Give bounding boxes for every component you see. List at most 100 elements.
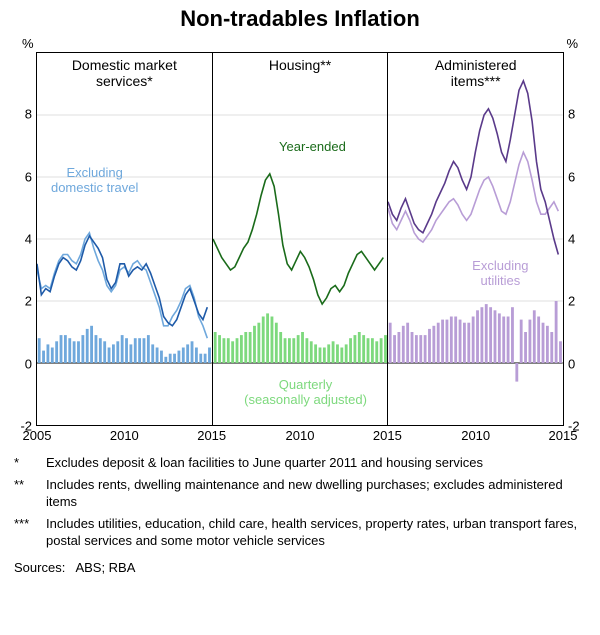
bar [402,326,405,363]
bar [379,338,382,363]
x-tick: 2005 [23,428,52,443]
bar [551,332,554,363]
sources-text: ABS; RBA [75,560,135,575]
bar [213,332,216,363]
bar [375,341,378,363]
x-tick: 2010 [286,428,315,443]
bar [507,317,510,364]
bar [468,323,471,363]
bar [270,317,273,364]
bar [555,301,558,363]
bar [459,320,462,363]
bar [38,338,41,363]
panel-svg [213,53,388,425]
bar [529,320,532,363]
bar [411,332,414,363]
y-tick: 0 [0,356,36,371]
bar [472,317,475,364]
panel-line-label: Excludingdomestic travel [51,165,138,195]
y-tick: 6 [0,169,36,184]
bar [73,341,76,363]
line-series [37,236,207,326]
bar [261,317,264,364]
bar [516,363,519,382]
bar [99,338,102,363]
chart-container: Non-tradables Inflation % % -202468 -202… [0,0,600,585]
y-tick: 4 [564,232,600,247]
bar [199,354,202,363]
bar [415,335,418,363]
x-axis: 20102015 [388,407,563,425]
bar [60,335,63,363]
bar [366,338,369,363]
bar [533,310,536,363]
bar [340,348,343,363]
x-tick: 2015 [197,428,226,443]
bar [362,335,365,363]
bar [314,344,317,363]
bar [186,344,189,363]
bar [182,348,185,363]
footnote-text: Includes utilities, education, child car… [46,515,586,550]
bar [428,329,431,363]
bar [222,338,225,363]
bar [344,344,347,363]
y-tick: 4 [0,232,36,247]
panel-line-label: Year-ended [279,139,346,154]
x-axis: 200520102015 [37,407,212,425]
sources-label: Sources: [14,560,65,575]
bar [95,335,98,363]
bar [169,354,172,363]
plot-region: % % -202468 -202468 Domestic marketservi… [0,34,600,444]
bar [301,332,304,363]
bar [503,317,506,364]
bar [81,335,84,363]
panel-title: Housing** [213,57,388,73]
bar [235,338,238,363]
bar [134,338,137,363]
bar [253,326,256,363]
bar [178,351,181,363]
footnote-text: Excludes deposit & loan facilities to Ju… [46,454,483,472]
bar [257,323,260,363]
line-series [37,233,207,338]
y-tick: 2 [564,294,600,309]
bar [358,332,361,363]
bar [559,341,562,363]
footnote-text: Includes rents, dwelling maintenance and… [46,476,586,511]
bar [266,313,269,363]
bar [125,338,128,363]
bar [64,335,67,363]
bar [90,326,93,363]
bar [68,338,71,363]
bar [173,354,176,363]
bar [275,323,278,363]
bar [191,341,194,363]
y-tick: 0 [564,356,600,371]
bar [336,344,339,363]
line-series [388,81,558,255]
bar [463,323,466,363]
bar [240,335,243,363]
bar [208,348,211,363]
bar [305,338,308,363]
footnote: ***Includes utilities, education, child … [14,515,586,550]
footnote-mark: ** [14,476,46,511]
bar [147,335,150,363]
bar [248,332,251,363]
bar [164,357,167,363]
bar [318,348,321,363]
panel: Housing**Year-endedQuarterly(seasonally … [213,53,389,425]
bar [353,335,356,363]
bar [129,344,132,363]
panel: Administereditems***Excludingutilities20… [388,53,563,425]
bar [437,323,440,363]
panels: Domestic marketservices*Excludingdomesti… [36,52,564,426]
bar [279,332,282,363]
bar [283,338,286,363]
y-axis-right: -202468 [564,34,600,444]
bar [103,341,106,363]
bar [442,320,445,363]
footnote-mark: * [14,454,46,472]
bar [327,344,330,363]
